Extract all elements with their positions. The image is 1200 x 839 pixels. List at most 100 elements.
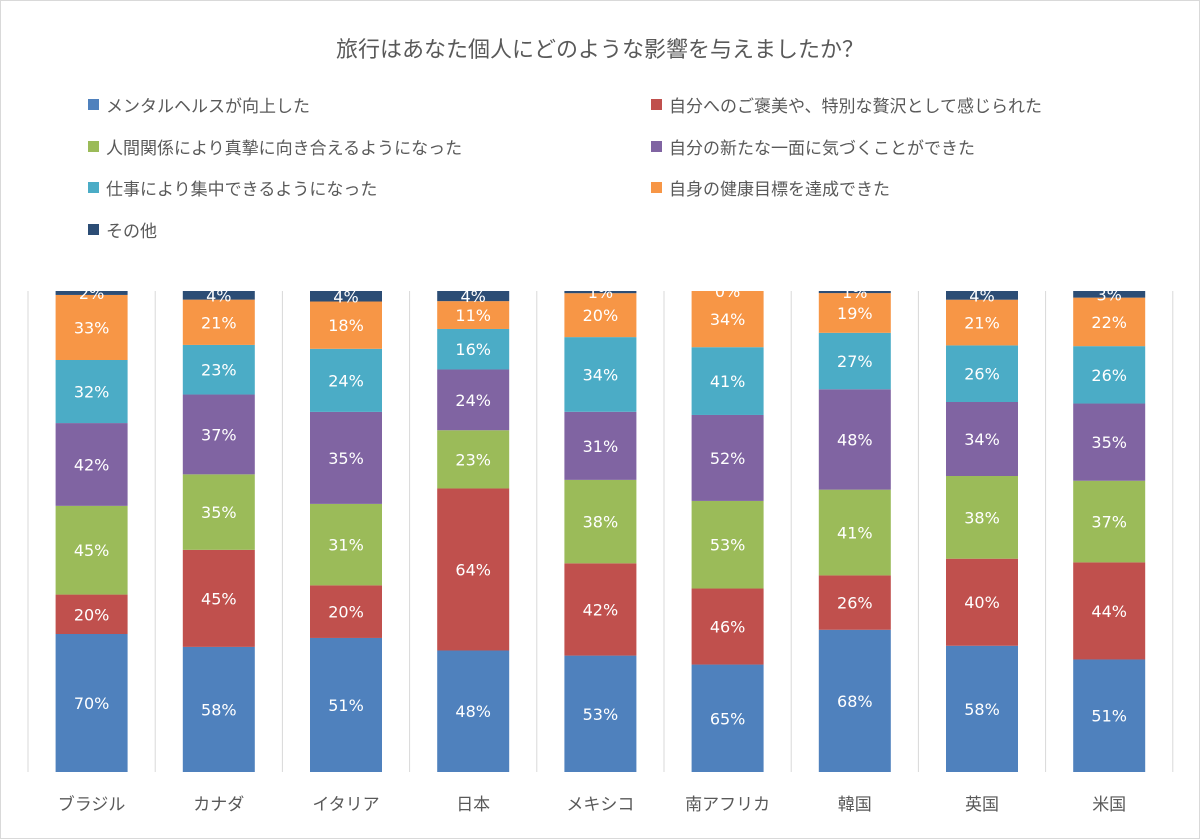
data-label: 1% bbox=[842, 283, 867, 302]
bar-segment bbox=[564, 563, 637, 656]
data-label: 27% bbox=[837, 352, 873, 371]
bar-segment bbox=[818, 332, 891, 390]
bar-segment bbox=[691, 414, 764, 501]
data-label: 2% bbox=[79, 284, 104, 303]
data-label: 65% bbox=[710, 709, 746, 728]
data-label: 37% bbox=[1091, 513, 1127, 532]
legend-item: 仕事により集中できるようになった bbox=[88, 175, 377, 200]
bar-segment bbox=[437, 301, 510, 329]
bar-segment bbox=[1073, 297, 1146, 347]
data-label: 45% bbox=[201, 589, 237, 608]
bar-segment bbox=[818, 575, 891, 630]
data-label: 42% bbox=[74, 455, 110, 474]
data-label: 52% bbox=[710, 449, 746, 468]
data-label: 37% bbox=[201, 425, 237, 444]
bar-segment bbox=[1073, 562, 1146, 660]
data-label: 19% bbox=[837, 304, 873, 323]
data-label: 35% bbox=[328, 449, 364, 468]
bar-segment bbox=[437, 328, 510, 370]
category-label: イタリア bbox=[312, 795, 379, 815]
data-label: 35% bbox=[201, 503, 237, 522]
data-label: 24% bbox=[455, 391, 491, 410]
data-label: 70% bbox=[74, 694, 110, 713]
bar-segment bbox=[310, 637, 382, 772]
legend-item: その他 bbox=[88, 217, 157, 242]
bar-segment bbox=[55, 594, 128, 635]
legend-label: メンタルヘルスが向上した bbox=[106, 97, 310, 117]
bar-segment bbox=[946, 345, 1018, 402]
data-label: 24% bbox=[328, 371, 364, 390]
category-label: 韓国 bbox=[838, 795, 872, 815]
bar-segment bbox=[1073, 291, 1146, 298]
legend-item: 自身の健康目標を達成できた bbox=[651, 175, 890, 200]
bar-segment bbox=[310, 291, 382, 302]
data-label: 51% bbox=[1091, 707, 1127, 726]
data-label: 51% bbox=[328, 696, 364, 715]
data-label: 44% bbox=[1091, 602, 1127, 621]
bar-segment bbox=[691, 347, 764, 415]
bar-segment bbox=[946, 645, 1018, 772]
data-label: 34% bbox=[964, 430, 1000, 449]
data-label: 11% bbox=[455, 306, 491, 325]
bar-segment bbox=[182, 549, 255, 647]
bar-segment bbox=[1073, 403, 1146, 481]
bar-segment bbox=[946, 299, 1018, 346]
bar-segment bbox=[310, 348, 382, 412]
legend-label: その他 bbox=[106, 221, 157, 242]
data-label: 45% bbox=[74, 541, 110, 560]
legend-swatch bbox=[88, 223, 99, 235]
data-label: 35% bbox=[1091, 433, 1127, 452]
data-label: 32% bbox=[74, 383, 110, 402]
data-label: 4% bbox=[461, 287, 486, 306]
bar-segment bbox=[564, 479, 637, 564]
data-label: 26% bbox=[964, 365, 1000, 384]
data-label: 34% bbox=[710, 310, 746, 329]
category-label: 英国 bbox=[965, 795, 999, 815]
bar-segment bbox=[1073, 659, 1146, 772]
bar-segment bbox=[818, 389, 891, 490]
data-label: 21% bbox=[201, 313, 237, 332]
data-label: 38% bbox=[583, 513, 619, 532]
data-label: 22% bbox=[1091, 313, 1127, 332]
bar-segment bbox=[946, 476, 1018, 559]
chart-title: 旅行はあなた個人にどのような影響を与えましたか？ bbox=[335, 38, 864, 63]
legend-swatch bbox=[651, 140, 662, 152]
legend-item: メンタルヘルスが向上した bbox=[88, 92, 310, 117]
bar-segment bbox=[564, 293, 637, 338]
legend-label: 自分へのご褒美や、特別な贅沢として感じられた bbox=[669, 97, 1042, 117]
data-label: 23% bbox=[455, 450, 491, 469]
bar-segment bbox=[437, 430, 510, 489]
bar-segment bbox=[437, 369, 510, 431]
bar-segment bbox=[946, 291, 1018, 300]
data-label: 20% bbox=[328, 603, 364, 622]
data-label: 26% bbox=[1091, 366, 1127, 385]
data-label: 46% bbox=[710, 618, 746, 637]
bar-segment bbox=[437, 291, 510, 302]
bar-segment bbox=[818, 293, 891, 333]
legend-item: 自分へのご褒美や、特別な贅沢として感じられた bbox=[651, 92, 1042, 117]
legend-swatch bbox=[88, 182, 99, 193]
bar-segment bbox=[1073, 480, 1146, 563]
data-label: 16% bbox=[455, 340, 491, 359]
bar-segment bbox=[818, 291, 891, 294]
data-label: 58% bbox=[964, 700, 1000, 719]
legend-swatch bbox=[651, 99, 662, 110]
bar-segment bbox=[564, 411, 637, 480]
bar-segment bbox=[564, 337, 637, 412]
data-label: 33% bbox=[74, 318, 110, 337]
bar-segment bbox=[310, 411, 382, 504]
data-label: 42% bbox=[583, 600, 619, 619]
category-label: メキシコ bbox=[566, 795, 634, 815]
legend-label: 自分の新たな一面に気づくことができた bbox=[669, 138, 975, 159]
data-label: 68% bbox=[837, 692, 873, 711]
category-label: ブラジル bbox=[58, 794, 126, 815]
bar-segment bbox=[818, 489, 891, 576]
category-label: 日本 bbox=[456, 795, 490, 815]
legend-label: 人間関係により真摯に向き合えるようになった bbox=[106, 138, 463, 159]
bar-segment bbox=[182, 344, 255, 395]
bar-segment bbox=[182, 291, 255, 300]
bar-segment bbox=[564, 291, 637, 294]
bar-segment bbox=[437, 488, 510, 651]
bar-segment bbox=[691, 664, 764, 772]
